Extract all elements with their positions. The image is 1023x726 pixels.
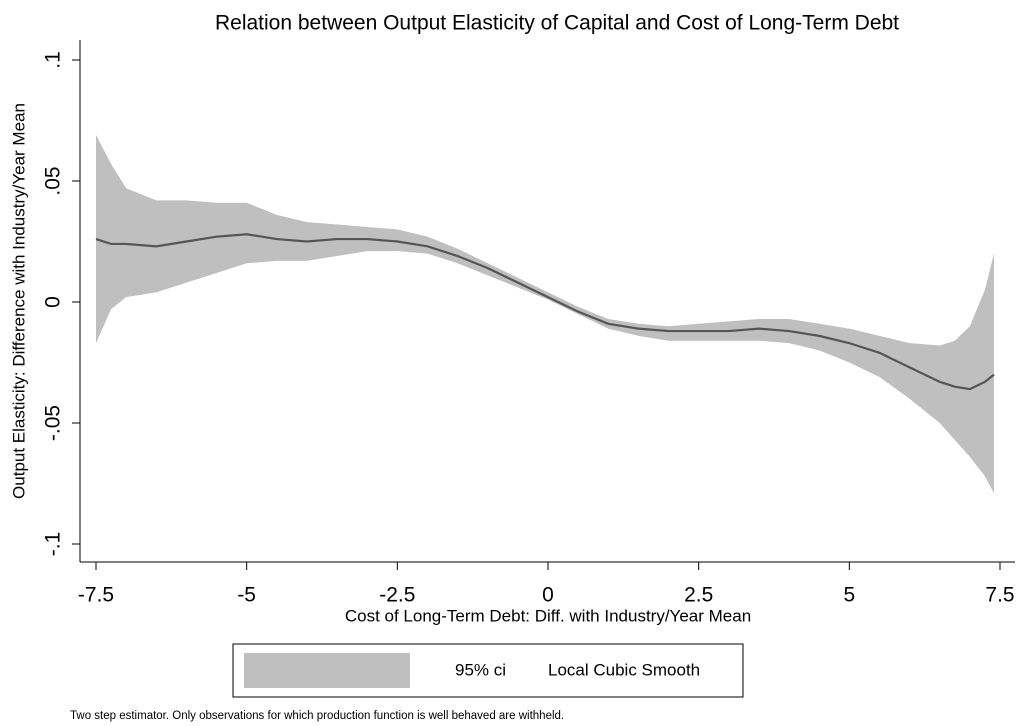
y-tick-label: .05	[42, 166, 65, 195]
ci-band	[96, 135, 994, 494]
x-tick-label: 7.5	[985, 584, 1014, 607]
y-axis-label: Output Elasticity: Difference with Indus…	[9, 103, 28, 499]
y-tick-label: -.1	[42, 532, 65, 557]
x-tick-label: 5	[843, 584, 855, 607]
smooth-line	[95, 233, 995, 391]
x-tick-label: -5	[237, 584, 256, 607]
legend-swatch	[244, 653, 410, 688]
x-axis-label: Cost of Long-Term Debt: Diff. with Indus…	[345, 606, 751, 625]
x-tick-label: 2.5	[684, 584, 713, 607]
x-tick-label: -7.5	[78, 584, 114, 607]
y-tick-label: .1	[42, 51, 65, 69]
x-tick-label: -2.5	[379, 584, 415, 607]
chart-title: Relation between Output Elasticity of Ca…	[215, 12, 899, 35]
legend-label: 95% ci	[455, 660, 506, 679]
y-tick-label: 0	[42, 296, 65, 308]
x-tick-label: 0	[542, 584, 554, 607]
note: Two step estimator. Only observations fo…	[70, 710, 564, 722]
y-tick-label: -.05	[42, 405, 65, 441]
legend-label: Local Cubic Smooth	[548, 660, 700, 679]
